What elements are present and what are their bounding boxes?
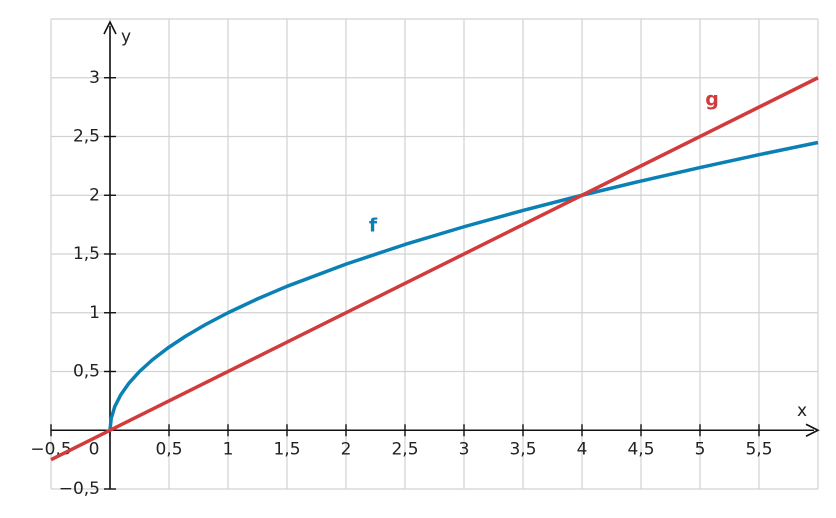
y-tick-label: 2 xyxy=(89,185,100,205)
x-tick-label: 3,5 xyxy=(509,439,536,459)
x-tick-label: 4,5 xyxy=(627,439,654,459)
x-tick-label: 1,5 xyxy=(273,439,300,459)
x-axis-label: x xyxy=(797,401,807,421)
x-axis-arrow xyxy=(805,423,820,437)
series-label: g xyxy=(705,89,719,111)
x-tick-label: 5,5 xyxy=(745,439,772,459)
series-line xyxy=(50,76,819,462)
x-tick-label: 0 xyxy=(89,439,100,459)
y-tick-label: 0,5 xyxy=(73,362,100,382)
x-tick-label: 4 xyxy=(577,439,588,459)
y-tick-label: 1,5 xyxy=(73,244,100,264)
y-tick-label: 1 xyxy=(89,303,100,323)
x-tick-label: 5 xyxy=(695,439,706,459)
y-tick-label: 3 xyxy=(89,68,100,88)
x-tick-label: 2,5 xyxy=(391,439,418,459)
x-tick-label: 1 xyxy=(223,439,234,459)
x-tick-label: −0,5 xyxy=(30,439,71,459)
x-tick-label: 0,5 xyxy=(155,439,182,459)
y-axis-arrow xyxy=(103,20,117,35)
y-axis-label: y xyxy=(121,27,131,47)
y-tick-label: −0,5 xyxy=(59,479,100,499)
grid xyxy=(50,18,819,490)
plot xyxy=(50,76,819,462)
series-label: f xyxy=(369,215,378,237)
x-tick-label: 3 xyxy=(459,439,470,459)
x-tick-label: 2 xyxy=(341,439,352,459)
axes: −0,5 0 0,5 1 1,5 2 2,5 3 3,5 4 4,5 5 5,5 −0,5 0,5 1 1,5 2… xyxy=(30,20,820,499)
series-line xyxy=(108,140,819,431)
y-tick-label: 2,5 xyxy=(73,127,100,147)
